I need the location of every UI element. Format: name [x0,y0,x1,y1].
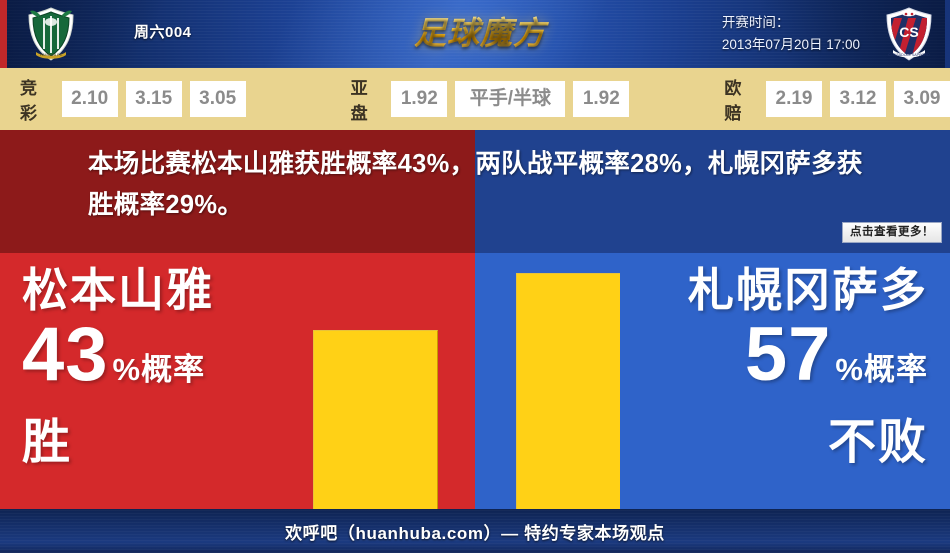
odds-cell-away[interactable]: 3.09 [894,81,950,117]
home-probability-value: 43 [22,312,109,397]
odds-cell-home[interactable]: 2.10 [61,81,118,117]
home-outcome-label: 胜 [22,416,73,469]
odds-cell-handicap[interactable]: 平手/半球 [455,81,566,117]
brand-logo: 足球魔方 [405,10,555,58]
odds-cell-away[interactable]: 1.92 [573,81,630,117]
odds-group-label: 竞彩 [20,79,38,123]
away-team-name: 札幌冈萨多 [688,264,928,316]
headline-band: 本场比赛松本山雅获胜概率43%，两队战平概率28%，札幌冈萨多获胜概率29%。 [0,130,950,253]
header-left-accent [0,0,7,68]
odds-cell-draw[interactable]: 3.15 [125,81,182,117]
header-right-accent [945,0,950,68]
consadole-sapporo-crest-icon: CS CONSADOLE SAPPORO [880,5,938,63]
odds-group-jingcai: 竞彩 2.10 3.15 3.05 [20,74,246,124]
odds-group-yapan: 亚盘 1.92 平手/半球 1.92 [351,74,630,124]
home-team-block: 松本山雅 43 %概率 胜 [22,262,292,473]
odds-bar: 竞彩 2.10 3.15 3.05 亚盘 1.92 平手/半球 1.92 欧赔 … [0,68,950,130]
away-outcome-label: 不败 [827,416,928,469]
brand-logo-text: 足球魔方 [405,11,555,55]
headline-band-left [0,130,475,253]
odds-cell-home[interactable]: 1.92 [391,81,448,117]
kickoff-time: 开赛时间： 2013年07月20日 17:00 [722,12,860,56]
kickoff-label: 开赛时间： [721,15,790,30]
footer-bar: 欢呼吧（huanhuba.com）— 特约专家本场观点 [0,509,950,553]
view-more-button[interactable]: 点击查看更多！ [842,222,942,243]
svg-text:CS: CS [899,24,918,40]
odds-group-label: 欧赔 [724,79,743,123]
away-team-block: 札幌冈萨多 57 %概率 不败 [618,262,928,473]
matsumoto-yamaga-crest-icon: YAMAGA FC [22,5,80,63]
home-probability-row: 43 %概率 [22,317,292,413]
home-team-name: 松本山雅 [22,264,214,316]
header-bar: YAMAGA FC 周六004 足球魔方 开赛时间： 2013年07月20日 1… [0,0,950,68]
match-number: 周六004 [134,24,192,41]
svg-text:CONSADOLE SAPPORO: CONSADOLE SAPPORO [888,53,930,57]
footer-text: 欢呼吧（huanhuba.com）— 特约专家本场观点 [285,523,665,543]
odds-group-oupei: 欧赔 2.19 3.12 3.09 [724,74,950,124]
home-probability-bar [313,330,438,509]
away-probability-unit: %概率 [835,352,928,387]
svg-text:YAMAGA FC: YAMAGA FC [39,52,62,57]
away-probability-bar [516,273,620,509]
kickoff-value: 2013年07月20日 17:00 [721,37,860,52]
odds-cell-away[interactable]: 3.05 [189,81,246,117]
odds-group-label: 亚盘 [350,79,369,123]
away-probability-value: 57 [744,312,832,397]
odds-cell-home[interactable]: 2.19 [766,81,822,117]
headline-text: 本场比赛松本山雅获胜概率43%，两队战平概率28%，札幌冈萨多获胜概率29%。 [88,150,863,219]
odds-cell-draw[interactable]: 3.12 [830,81,886,117]
away-probability-row: 57 %概率 [618,317,928,413]
home-probability-unit: %概率 [112,352,206,387]
